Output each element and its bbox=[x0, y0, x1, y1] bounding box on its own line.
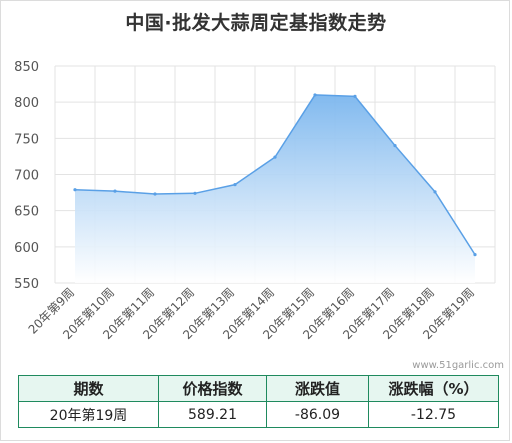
data-point bbox=[113, 189, 117, 193]
header-change-percent: 涨跌幅（%） bbox=[368, 375, 499, 402]
cell-price-index: 589.21 bbox=[158, 401, 267, 428]
area-fill bbox=[75, 94, 475, 283]
data-point bbox=[273, 155, 277, 159]
table-row: 20年第19周 589.21 -86.09 -12.75 bbox=[18, 401, 499, 428]
table-header-row: 期数 价格指数 涨跌值 涨跌幅（%） bbox=[18, 375, 499, 402]
y-tick-label: 550 bbox=[14, 277, 39, 292]
data-point bbox=[233, 183, 237, 187]
watermark: www.51garlic.com bbox=[412, 360, 504, 371]
data-point bbox=[393, 143, 397, 148]
header-change-value: 涨跌值 bbox=[266, 375, 369, 402]
data-point bbox=[433, 190, 437, 194]
cell-change-value: -86.09 bbox=[266, 401, 369, 428]
y-tick-label: 850 bbox=[14, 60, 39, 75]
y-tick-label: 800 bbox=[14, 96, 39, 111]
y-tick-label: 750 bbox=[14, 132, 39, 147]
index-summary-table: 期数 价格指数 涨跌值 涨跌幅（%） 20年第19周 589.21 -86.09… bbox=[18, 375, 499, 428]
index-chart: 55060065070075080085020年第9周20年第10周20年第11… bbox=[14, 60, 496, 342]
data-point bbox=[153, 192, 157, 196]
chart-title: 中国·批发大蒜周定基指数走势 bbox=[125, 12, 387, 34]
cell-period: 20年第19周 bbox=[18, 401, 159, 428]
data-point bbox=[353, 94, 357, 98]
y-tick-label: 650 bbox=[14, 205, 39, 220]
data-point bbox=[313, 93, 317, 97]
y-tick-label: 600 bbox=[14, 241, 39, 256]
cell-change-percent: -12.75 bbox=[368, 401, 499, 428]
data-point bbox=[473, 253, 477, 257]
header-period: 期数 bbox=[18, 375, 159, 402]
data-point bbox=[73, 188, 77, 192]
header-price-index: 价格指数 bbox=[158, 375, 267, 402]
data-point bbox=[193, 191, 197, 195]
y-tick-label: 700 bbox=[14, 169, 39, 184]
